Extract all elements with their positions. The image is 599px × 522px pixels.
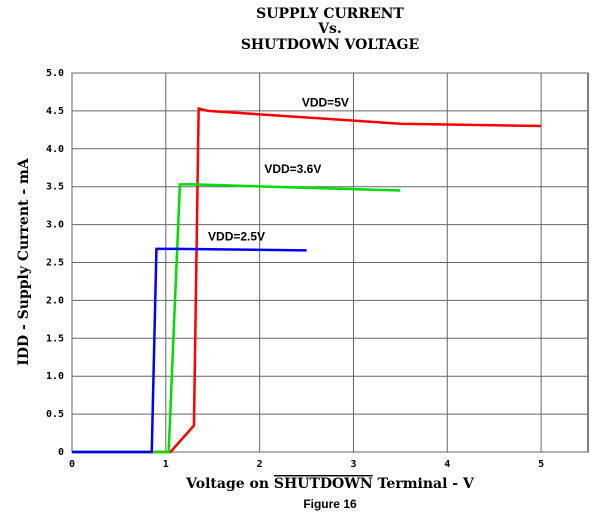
chart-subtitle: SHUTDOWN VOLTAGE [241, 37, 419, 53]
series-line [72, 107, 542, 454]
chart-subtitle: Vs. [317, 21, 342, 37]
series-label: VDD=2.5V [208, 230, 265, 244]
y-tick-label: 3.5 [46, 182, 64, 193]
x-tick-label: 1 [163, 459, 169, 470]
y-tick-label: 4.5 [46, 106, 64, 117]
y-tick-label: 5.0 [46, 68, 64, 79]
y-tick-label: 0 [58, 447, 64, 458]
x-label-part: SHUTDOWN [274, 476, 373, 492]
x-tick-label: 4 [444, 459, 450, 470]
y-tick-label: 0.5 [46, 409, 64, 420]
x-tick-label: 2 [257, 459, 263, 470]
series-label: VDD=3.6V [264, 162, 321, 176]
chart-title: SUPPLY CURRENT [256, 6, 404, 22]
series-line [72, 247, 307, 454]
caption: Figure 16 [303, 497, 357, 511]
x-axis-label: Voltage on SHUTDOWN Terminal - V [185, 476, 475, 492]
x-tick-label: 3 [350, 459, 356, 470]
y-axis-label: IDD - Supply Current - mA [16, 157, 32, 366]
y-tick-label: 4.0 [46, 144, 64, 155]
series-label: VDD=5V [302, 95, 349, 109]
y-tick-label: 1.5 [46, 333, 64, 344]
y-tick-label: 2.0 [46, 295, 64, 306]
y-tick-label: 1.0 [46, 371, 64, 382]
x-tick-label: 5 [538, 459, 544, 470]
x-label-part: Terminal - V [378, 476, 475, 492]
y-tick-label: 2.5 [46, 258, 64, 269]
x-tick-label: 0 [69, 459, 75, 470]
x-label-part: Voltage on [185, 476, 269, 492]
y-tick-label: 3.0 [46, 220, 64, 231]
